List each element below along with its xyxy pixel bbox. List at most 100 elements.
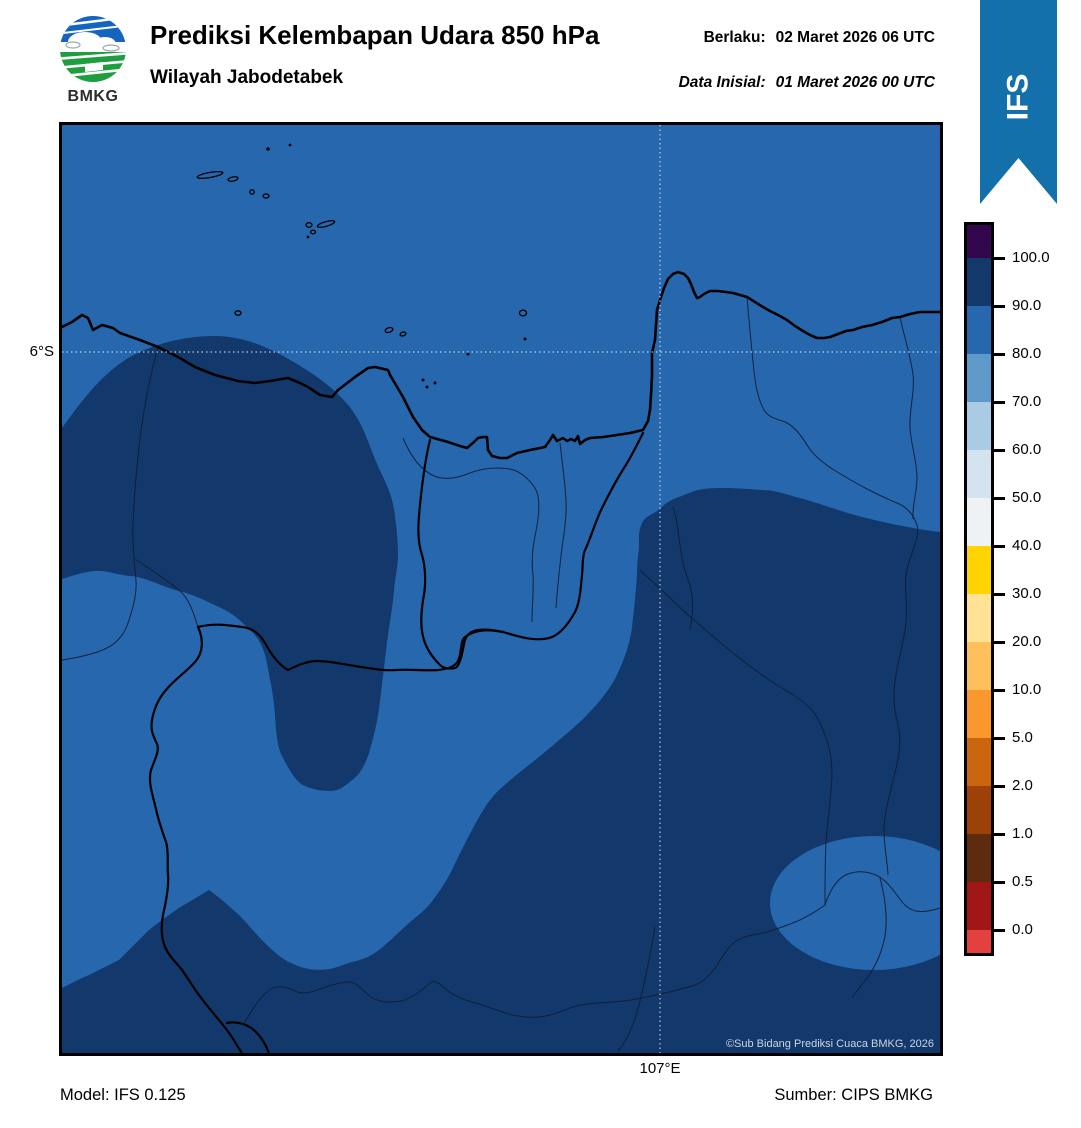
ribbon-banner-shape bbox=[980, 0, 1057, 204]
colorbar-segment bbox=[967, 450, 991, 498]
latitude-axis-label: 6°S bbox=[29, 343, 54, 360]
island bbox=[421, 378, 425, 382]
district-boundary bbox=[617, 926, 656, 1052]
island bbox=[234, 310, 242, 316]
island bbox=[288, 143, 292, 147]
bmkg-logo-icon bbox=[60, 16, 126, 82]
colorbar-segment bbox=[967, 690, 991, 738]
island bbox=[425, 385, 429, 389]
district-boundary bbox=[555, 442, 567, 609]
colorbar-tick-label: 10.0 bbox=[1012, 681, 1042, 698]
island bbox=[523, 337, 527, 341]
coastline bbox=[60, 270, 942, 460]
colorbar-segment bbox=[967, 834, 991, 882]
source-caption: Sumber: CIPS BMKG bbox=[774, 1086, 933, 1104]
colorbar-segment bbox=[967, 402, 991, 450]
page-title: Prediksi Kelembapan Udara 850 hPa bbox=[150, 20, 600, 50]
colorbar-segment bbox=[967, 306, 991, 354]
colorbar-tick-label: 5.0 bbox=[1012, 729, 1033, 746]
initial-time-value: 01 Maret 2026 00 UTC bbox=[775, 74, 935, 91]
district-boundary bbox=[639, 569, 833, 906]
colorbar-tick-label: 2.0 bbox=[1012, 777, 1033, 794]
colorbar-tick bbox=[994, 352, 1005, 356]
colorbar-tick bbox=[994, 544, 1005, 548]
longitude-axis-label: 107°E bbox=[639, 1060, 681, 1077]
colorbar-tick bbox=[994, 928, 1005, 932]
colorbar-tick bbox=[994, 496, 1005, 500]
colorbar-segment bbox=[967, 258, 991, 306]
district-boundary bbox=[899, 316, 918, 520]
valid-time-label: Berlaku: bbox=[703, 29, 766, 46]
islands-group bbox=[196, 143, 528, 389]
district-boundaries bbox=[61, 296, 941, 1052]
island bbox=[306, 235, 310, 239]
humidity-90-100-region-southeast bbox=[62, 488, 940, 1053]
model-caption: Model: IFS 0.125 bbox=[60, 1086, 186, 1104]
colorbar-segment bbox=[967, 594, 991, 642]
colorbar-tick bbox=[994, 736, 1005, 740]
colorbar-tick bbox=[994, 880, 1005, 884]
map-canvas: ©Sub Bidang Prediksi Cuaca BMKG, 2026 bbox=[59, 122, 978, 1058]
colorbar-segment bbox=[967, 546, 991, 594]
province-boundary bbox=[501, 431, 645, 641]
colorbar-tick-label: 60.0 bbox=[1012, 441, 1042, 458]
district-boundary bbox=[402, 437, 540, 623]
valid-time-line: Berlaku: 02 Maret 2026 06 UTC bbox=[704, 29, 935, 47]
colorbar-segment bbox=[967, 738, 991, 786]
colorbar-tick bbox=[994, 400, 1005, 404]
colorbar-tick-label: 100.0 bbox=[1012, 249, 1050, 266]
district-boundary bbox=[61, 346, 159, 661]
district-boundary bbox=[824, 871, 941, 912]
colorbar-tick bbox=[994, 688, 1005, 692]
province-boundary bbox=[148, 625, 245, 1058]
island bbox=[227, 176, 239, 182]
island bbox=[196, 171, 224, 179]
initial-time-label: Data Inisial: bbox=[678, 74, 766, 91]
colorbar-tick-label: 40.0 bbox=[1012, 537, 1042, 554]
colorbar-tick-label: 1.0 bbox=[1012, 825, 1033, 842]
colorbar-segment bbox=[967, 786, 991, 834]
initial-time-line: Data Inisial: 01 Maret 2026 00 UTC bbox=[679, 74, 935, 92]
ribbon-model-text: IFS bbox=[1002, 74, 1035, 121]
model-ribbon: IFS bbox=[980, 0, 1057, 204]
colorbar-tick bbox=[994, 304, 1005, 308]
colorbar-tick-label: 30.0 bbox=[1012, 585, 1042, 602]
page-subtitle: Wilayah Jabodetabek bbox=[150, 67, 344, 88]
colorbar-tick-label: 70.0 bbox=[1012, 393, 1042, 410]
island bbox=[518, 309, 528, 317]
colorbar-tick bbox=[994, 832, 1005, 836]
bmkg-logo-text: BMKG bbox=[67, 88, 119, 105]
island bbox=[384, 326, 394, 334]
colorbar-tick bbox=[994, 256, 1005, 260]
humidity-colorbar bbox=[964, 222, 994, 956]
province-boundaries bbox=[148, 431, 645, 1058]
colorbar-tick-label: 20.0 bbox=[1012, 633, 1042, 650]
humidity-90-100-region-west bbox=[62, 336, 398, 791]
island bbox=[433, 381, 437, 385]
district-boundary bbox=[746, 296, 919, 876]
colorbar-tick-label: 0.5 bbox=[1012, 873, 1033, 890]
island bbox=[316, 220, 336, 228]
province-boundary bbox=[196, 623, 505, 672]
colorbar-tick bbox=[994, 640, 1005, 644]
colorbar-segment bbox=[967, 930, 991, 953]
island bbox=[249, 189, 255, 195]
humidity-map: ©Sub Bidang Prediksi Cuaca BMKG, 2026 bbox=[60, 125, 978, 1058]
island bbox=[466, 352, 470, 356]
colorbar-segment bbox=[967, 225, 991, 258]
island bbox=[309, 229, 317, 235]
island bbox=[266, 147, 270, 151]
colorbar-segment bbox=[967, 882, 991, 930]
colorbar-tick-label: 90.0 bbox=[1012, 297, 1042, 314]
colorbar-tick bbox=[994, 784, 1005, 788]
district-boundary bbox=[851, 877, 887, 999]
island bbox=[262, 193, 270, 199]
map-copyright: ©Sub Bidang Prediksi Cuaca BMKG, 2026 bbox=[726, 1038, 934, 1050]
island bbox=[399, 331, 407, 337]
colorbar-tick-label: 0.0 bbox=[1012, 921, 1033, 938]
province-boundary bbox=[225, 1021, 272, 1058]
district-boundary bbox=[672, 506, 694, 631]
valid-time-value: 02 Maret 2026 06 UTC bbox=[775, 29, 935, 46]
colorbar-segment bbox=[967, 642, 991, 690]
